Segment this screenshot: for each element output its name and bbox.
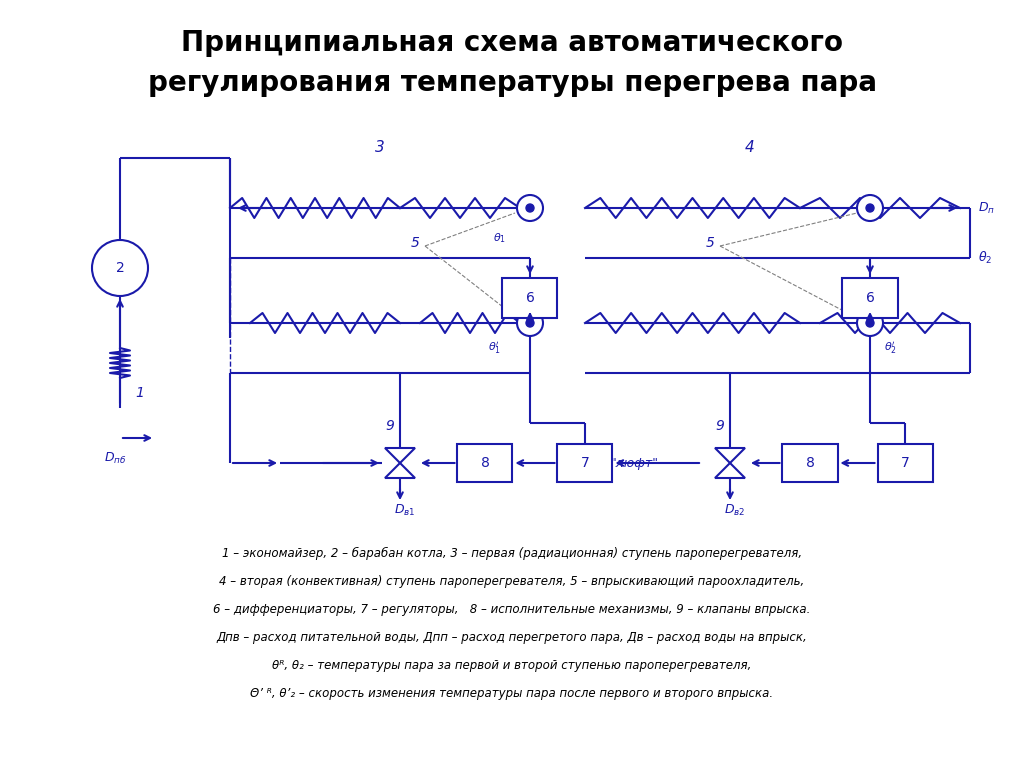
Text: $D_{в1}$: $D_{в1}$ bbox=[394, 502, 416, 518]
Circle shape bbox=[526, 319, 534, 327]
Text: 6: 6 bbox=[865, 291, 874, 305]
FancyBboxPatch shape bbox=[782, 444, 838, 482]
Text: $D_{пб}$: $D_{пб}$ bbox=[103, 451, 126, 465]
Circle shape bbox=[857, 195, 883, 221]
Text: 5: 5 bbox=[706, 236, 715, 250]
Text: Дпв – расход питательной воды, Дпп – расход перегретого пара, Дв – расход воды н: Дпв – расход питательной воды, Дпп – рас… bbox=[217, 631, 807, 644]
Circle shape bbox=[517, 195, 543, 221]
FancyBboxPatch shape bbox=[458, 444, 512, 482]
Text: $D_п$: $D_п$ bbox=[978, 200, 995, 216]
Text: 7: 7 bbox=[581, 456, 590, 470]
Text: $\theta_2'$: $\theta_2'$ bbox=[884, 340, 896, 356]
Text: 6 – дифференциаторы, 7 – регуляторы,   8 – исполнительные механизмы, 9 – клапаны: 6 – дифференциаторы, 7 – регуляторы, 8 –… bbox=[213, 603, 811, 615]
Text: 5: 5 bbox=[411, 236, 420, 250]
Text: $\theta_2$: $\theta_2$ bbox=[978, 250, 992, 266]
Circle shape bbox=[866, 204, 874, 212]
FancyBboxPatch shape bbox=[557, 444, 612, 482]
Circle shape bbox=[526, 204, 534, 212]
Text: $\theta_1$: $\theta_1$ bbox=[494, 231, 507, 245]
Text: регулирования температуры перегрева пара: регулирования температуры перегрева пара bbox=[147, 69, 877, 97]
Text: 6: 6 bbox=[525, 291, 535, 305]
Text: 2: 2 bbox=[116, 261, 124, 275]
Circle shape bbox=[866, 319, 874, 327]
Text: θᴿ, θ₂ – температуры пара за первой и второй ступенью пароперегревателя,: θᴿ, θ₂ – температуры пара за первой и вт… bbox=[272, 658, 752, 671]
Text: Θ’ ᴿ, θ’₂ – скорость изменения температуры пара после первого и второго впрыска.: Θ’ ᴿ, θ’₂ – скорость изменения температу… bbox=[251, 687, 773, 700]
Text: "люфт": "люфт" bbox=[611, 456, 659, 469]
Text: 1: 1 bbox=[135, 386, 144, 400]
FancyBboxPatch shape bbox=[503, 278, 557, 318]
Text: 8: 8 bbox=[806, 456, 814, 470]
Text: 4: 4 bbox=[745, 141, 755, 155]
Text: 9: 9 bbox=[386, 419, 394, 433]
Text: 3: 3 bbox=[375, 141, 385, 155]
Text: Принципиальная схема автоматического: Принципиальная схема автоматического bbox=[181, 29, 843, 57]
Text: 4 – вторая (конвективная) ступень пароперегревателя, 5 – впрыскивающий пароохлад: 4 – вторая (конвективная) ступень паропе… bbox=[219, 574, 805, 588]
Text: 1 – экономайзер, 2 – барабан котла, 3 – первая (радиационная) ступень пароперегр: 1 – экономайзер, 2 – барабан котла, 3 – … bbox=[222, 547, 802, 560]
Circle shape bbox=[92, 240, 148, 296]
Circle shape bbox=[857, 310, 883, 336]
Circle shape bbox=[517, 310, 543, 336]
Text: 7: 7 bbox=[901, 456, 909, 470]
Text: $\theta_1'$: $\theta_1'$ bbox=[488, 340, 502, 356]
FancyBboxPatch shape bbox=[878, 444, 933, 482]
Text: 8: 8 bbox=[480, 456, 489, 470]
Text: 9: 9 bbox=[716, 419, 724, 433]
Text: $D_{в2}$: $D_{в2}$ bbox=[724, 502, 745, 518]
FancyBboxPatch shape bbox=[843, 278, 897, 318]
